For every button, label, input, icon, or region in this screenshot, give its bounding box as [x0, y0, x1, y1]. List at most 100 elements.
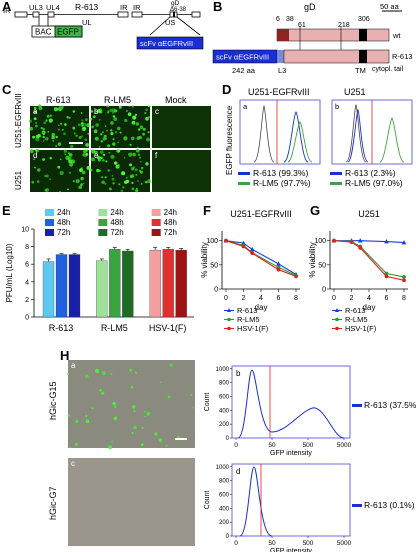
group-label: HSV-1(F) — [149, 323, 187, 333]
legend-swatch — [45, 219, 54, 226]
fluorescent-cell — [102, 159, 105, 162]
fluorescent-cell — [33, 158, 36, 161]
legend-label: 72h — [57, 228, 70, 237]
fluorescent-cell — [101, 180, 105, 184]
col-label-r613: R-613 — [46, 95, 71, 105]
fluorescent-cell — [147, 131, 150, 134]
scfv-label-a: scFv αEGFRvIII — [140, 39, 193, 48]
fluorescent-cell — [101, 391, 105, 395]
fluorescent-cell — [113, 117, 118, 121]
d-ylabel: EGFP fluorescence — [225, 105, 234, 175]
fluorescent-cell — [44, 175, 47, 177]
panel-label-b: B — [213, 0, 223, 14]
fluorescent-cell — [131, 120, 136, 125]
fluorescent-cell — [37, 168, 41, 172]
fluorescent-cell — [45, 174, 49, 178]
fluorescent-cell — [80, 112, 83, 114]
micrograph-d: d — [29, 148, 91, 193]
fluorescent-cell — [131, 136, 135, 141]
h-row-label-g7: hGic-G7 — [48, 486, 58, 520]
fluorescent-cell — [69, 162, 73, 167]
pos-61: 61 — [298, 22, 306, 29]
fluorescent-cell — [98, 145, 101, 148]
fluorescent-cell — [106, 104, 110, 108]
fluorescent-cell — [72, 110, 75, 113]
fluorescent-cell — [98, 155, 101, 158]
bar — [109, 249, 121, 318]
fluorescent-cell — [29, 126, 34, 131]
chart-title: U251-EGFRvIII — [230, 209, 292, 219]
fluorescent-cell — [41, 130, 46, 135]
fluorescent-cell — [75, 179, 80, 184]
chart-title: U251 — [358, 209, 380, 219]
fluorescent-cell — [82, 123, 87, 127]
fluorescent-cell — [84, 155, 87, 158]
panel-label-e: E — [2, 203, 11, 218]
y-tick-label: 8 — [25, 244, 29, 251]
fluorescent-cell — [89, 118, 93, 121]
fluorescent-cell — [132, 405, 136, 409]
fluorescent-cell — [192, 406, 195, 409]
fluorescent-cell — [69, 446, 72, 449]
fluorescent-cell — [121, 171, 126, 176]
fluorescent-cell — [109, 108, 113, 113]
fluorescent-cell — [67, 188, 69, 191]
fluorescent-cell — [120, 189, 124, 192]
y-tick-label: 400 — [219, 506, 230, 512]
fluorescent-cell — [131, 432, 134, 435]
fluorescent-cell — [35, 137, 40, 142]
panel-label-a: A — [2, 0, 12, 14]
d-left-leg-0: R-613 (99.3%) — [253, 168, 309, 178]
x-tick-label: 0 — [234, 540, 238, 547]
fluorescent-cell — [35, 124, 38, 128]
fluorescent-cell — [99, 150, 104, 155]
y-tick-label: 50 — [318, 262, 326, 269]
flow-histogram-right: b — [331, 99, 413, 165]
fluorescent-cell — [33, 107, 36, 110]
fluorescent-cell — [85, 414, 88, 418]
flow-histogram-left: a — [239, 99, 321, 165]
fluorescent-cell — [86, 123, 91, 128]
fluorescent-cell — [32, 135, 35, 139]
fluorescent-cell — [167, 395, 171, 399]
y-tick-label: 200 — [219, 520, 230, 526]
fluorescent-cell — [57, 128, 60, 131]
fluorescent-cell — [133, 410, 136, 413]
x-tick-label: 500 — [303, 442, 314, 449]
fluorescent-cell — [57, 165, 61, 169]
fluorescent-cell — [96, 168, 100, 173]
x-tick-label: 8 — [402, 295, 406, 302]
fluorescent-cell — [91, 125, 95, 129]
legend-swatch — [45, 209, 54, 216]
x-tick-label: 2 — [242, 295, 246, 302]
x-tick-label: 0 — [234, 442, 238, 449]
h-row-label-g15: hGic-G15 — [48, 381, 58, 420]
d-right-leg-1: R-LM5 (97.0%) — [345, 178, 403, 188]
fluorescent-cell — [129, 174, 134, 179]
fluorescent-cell — [68, 116, 71, 119]
d-right-sub: b — [335, 102, 339, 111]
fluorescent-cell — [59, 171, 64, 175]
legend-label: 24h — [110, 208, 123, 217]
fluorescent-cell — [154, 432, 158, 436]
fluorescent-cell — [113, 416, 118, 421]
r613-label-b: R-613 — [392, 52, 412, 61]
h-top-legend: R-613 (37.5%) — [352, 400, 416, 410]
aa-label: 242 aa — [232, 66, 256, 75]
d-right-leg-0: R-613 (2.3%) — [345, 168, 396, 178]
fluorescent-cell — [158, 438, 163, 442]
genome-map: IR UL3 UL4 R-613 UL IR IR US gD Δ6-38 BA… — [3, 0, 204, 50]
fluorescent-cell — [63, 132, 66, 136]
fluorescent-cell — [109, 187, 112, 191]
plot-frame — [231, 365, 351, 439]
y-axis-label: % viability — [200, 242, 209, 278]
r613-shift — [283, 111, 309, 163]
fluorescent-cell — [36, 180, 40, 183]
col-label-rlm5: R-LM5 — [104, 95, 132, 105]
fluorescent-cell — [98, 158, 101, 162]
fluorescent-cell — [28, 119, 32, 123]
fluorescent-cell — [85, 118, 88, 121]
fluorescent-cell — [110, 154, 115, 159]
y-tick-label: 400 — [219, 408, 230, 414]
fluorescent-cell — [123, 136, 128, 141]
